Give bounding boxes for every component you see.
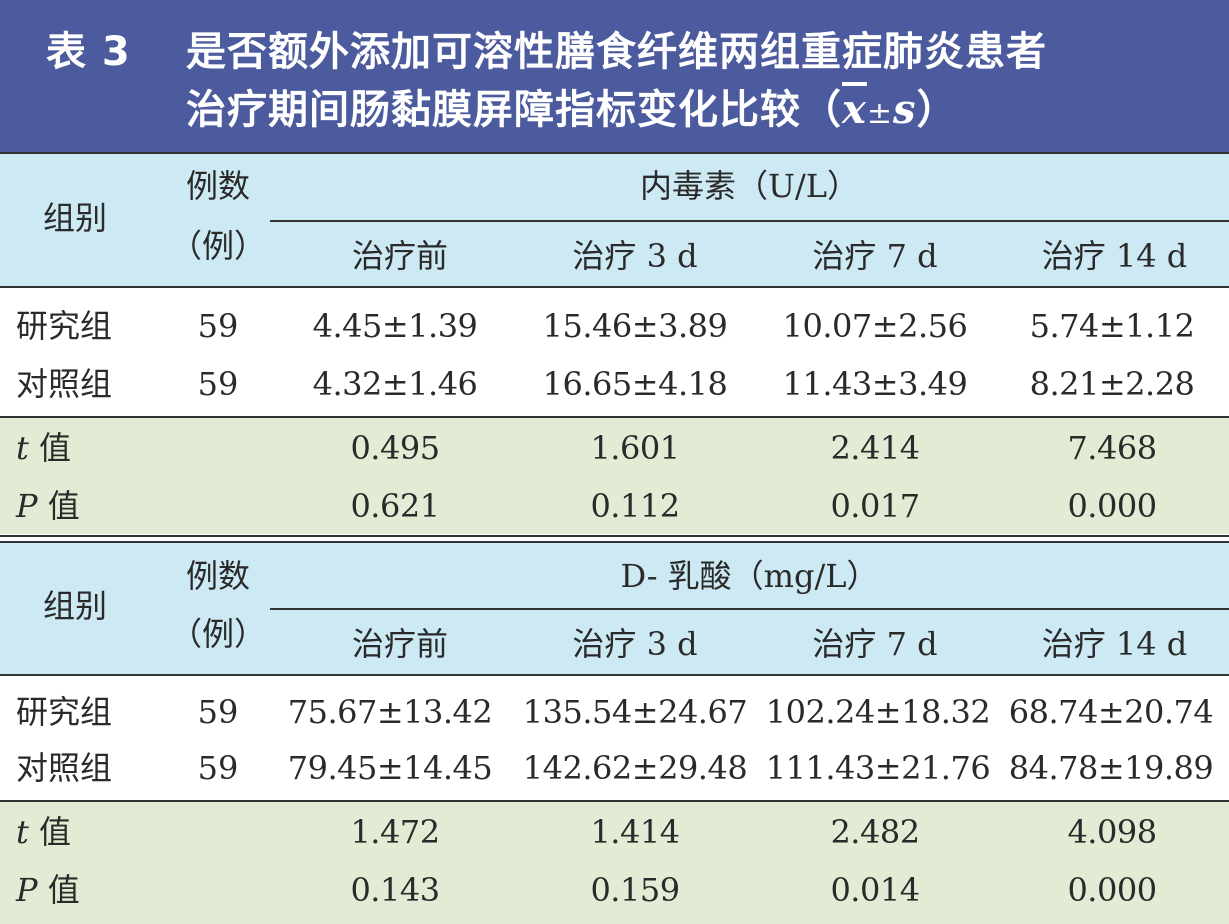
value-cell: 11.43±3.49: [782, 365, 968, 403]
table-title-bar: 表 3 是否额外添加可溶性膳食纤维两组重症肺炎患者 治疗期间肠黏膜屏障指标变化比较…: [0, 0, 1229, 152]
section-divider-rule-1: [0, 535, 1229, 537]
t-value: 7.468: [1067, 429, 1157, 467]
group-header: 组别: [42, 587, 107, 625]
t-value-label: t 值: [16, 813, 72, 851]
section-1-stat-band: [0, 416, 1229, 534]
t-value: 0.495: [350, 429, 440, 467]
t-value: 1.601: [590, 429, 680, 467]
p-value: 0.014: [830, 871, 920, 909]
group-name: 对照组: [16, 749, 113, 787]
section-1-sub-rule: [270, 220, 1229, 222]
value-cell: 111.43±21.76: [765, 749, 991, 787]
p-value: 0.143: [350, 871, 440, 909]
count-header: 例数: [185, 557, 250, 595]
sd-symbol: s: [893, 86, 917, 133]
p-value: 0.621: [350, 487, 440, 525]
value-cell: 79.45±14.45: [287, 749, 493, 787]
time-point-header: 治疗 14 d: [1041, 237, 1188, 275]
time-point-header: 治疗前: [351, 237, 448, 275]
group-name: 研究组: [16, 307, 113, 345]
table-label: 表 3: [46, 29, 131, 75]
mean-symbol: x: [842, 86, 867, 133]
count-unit-header: （例）: [169, 227, 266, 265]
case-count: 59: [197, 693, 239, 731]
t-value: 1.414: [590, 813, 680, 851]
table-title-line-1: 表 3 是否额外添加可溶性膳食纤维两组重症肺炎患者: [46, 28, 1047, 76]
t-value-label: t 值: [16, 429, 72, 467]
p-value: 0.000: [1067, 487, 1157, 525]
section-2-stat-band: [0, 800, 1229, 924]
time-point-header: 治疗前: [351, 625, 448, 663]
value-cell: 16.65±4.18: [542, 365, 728, 403]
section-2-header-rule: [0, 674, 1229, 676]
section-1-stat-rule: [0, 416, 1229, 418]
value-cell: 4.32±1.46: [312, 365, 478, 403]
p-value: 0.159: [590, 871, 680, 909]
count-unit-header: （例）: [169, 615, 266, 653]
value-cell: 5.74±1.12: [1029, 307, 1195, 345]
value-cell: 8.21±2.28: [1029, 365, 1195, 403]
value-cell: 68.74±20.74: [1008, 693, 1214, 731]
p-value-label: P 值: [16, 487, 80, 525]
value-cell: 10.07±2.56: [782, 307, 968, 345]
value-cell: 102.24±18.32: [765, 693, 991, 731]
group-name: 研究组: [16, 693, 113, 731]
section-2-stat-rule: [0, 800, 1229, 802]
time-point-header: 治疗 14 d: [1041, 625, 1188, 663]
indicator-header: D- 乳酸（mg/L）: [620, 557, 879, 595]
time-point-header: 治疗 3 d: [572, 237, 698, 275]
section-divider-rule-2: [0, 541, 1229, 543]
case-count: 59: [197, 749, 239, 787]
t-value: 1.472: [350, 813, 440, 851]
count-header: 例数: [185, 167, 250, 205]
value-cell: 135.54±24.67: [522, 693, 748, 731]
value-cell: 142.62±29.48: [522, 749, 748, 787]
t-value: 4.098: [1067, 813, 1157, 851]
indicator-header: 内毒素（U/L）: [639, 167, 859, 205]
case-count: 59: [197, 307, 239, 345]
p-value: 0.017: [830, 487, 920, 525]
section-1-top-rule: [0, 152, 1229, 154]
title-text-2: 治疗期间肠黏膜屏障指标变化比较（: [186, 87, 842, 133]
t-value: 2.414: [830, 429, 920, 467]
title-text-1: 是否额外添加可溶性膳食纤维两组重症肺炎患者: [186, 29, 1047, 75]
time-point-header: 治疗 7 d: [812, 237, 938, 275]
p-value: 0.000: [1067, 871, 1157, 909]
section-2-sub-rule: [270, 608, 1229, 610]
p-value-label: P 值: [16, 871, 80, 909]
section-1-header-rule: [0, 286, 1229, 288]
value-cell: 84.78±19.89: [1008, 749, 1214, 787]
t-value: 2.482: [830, 813, 920, 851]
group-header: 组别: [42, 199, 107, 237]
p-value: 0.112: [590, 487, 680, 525]
value-cell: 4.45±1.39: [312, 307, 478, 345]
section-1-header-band: [0, 152, 1229, 287]
table-title-line-2: 治疗期间肠黏膜屏障指标变化比较（x±s）: [186, 86, 958, 138]
time-point-header: 治疗 7 d: [812, 625, 938, 663]
time-point-header: 治疗 3 d: [572, 625, 698, 663]
value-cell: 15.46±3.89: [542, 307, 728, 345]
case-count: 59: [197, 365, 239, 403]
group-name: 对照组: [16, 365, 113, 403]
plus-minus-symbol: ±: [866, 96, 893, 131]
value-cell: 75.67±13.42: [287, 693, 493, 731]
title-close-paren: ）: [916, 87, 958, 133]
